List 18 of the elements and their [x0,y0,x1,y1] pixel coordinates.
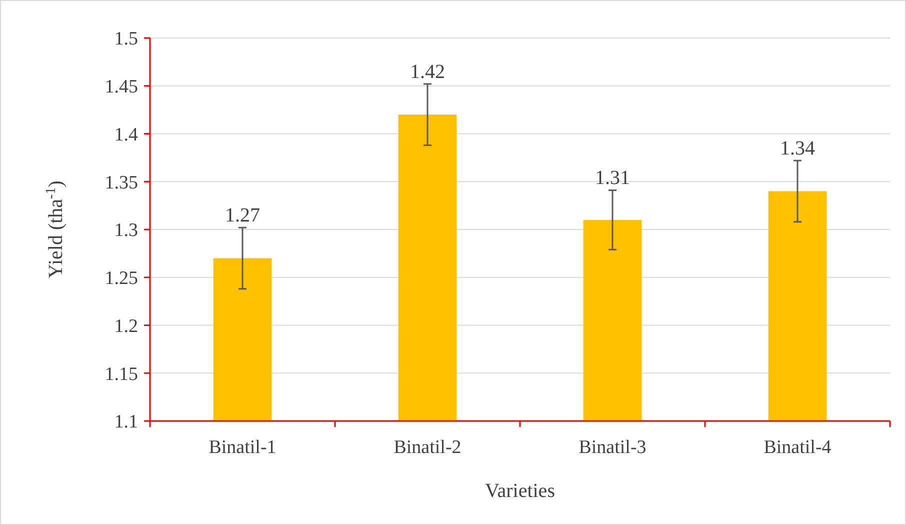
y-tick-label: 1.25 [104,268,138,290]
y-tick-label: 1.45 [104,76,138,98]
y-tick-label: 1.2 [114,316,138,337]
x-axis-title: Varieties [485,480,556,502]
y-tick-label: 1.5 [114,28,138,50]
x-tick-label: Binatil-2 [394,437,462,458]
x-tick-label: Binatil-1 [208,437,276,458]
data-label: 1.34 [780,138,815,160]
x-tick-label: Binatil-4 [764,437,832,458]
data-label: 1.42 [410,60,445,83]
y-tick-label: 1.4 [114,124,138,146]
y-tick-label: 1.3 [114,220,138,242]
y-tick-label: 1.35 [104,172,138,194]
data-label: 1.27 [225,204,260,227]
data-label: 1.31 [595,167,630,190]
y-tick-label: 1.1 [114,412,138,433]
y-tick-label: 1.15 [104,364,138,385]
x-tick-label: Binatil-3 [578,437,646,458]
